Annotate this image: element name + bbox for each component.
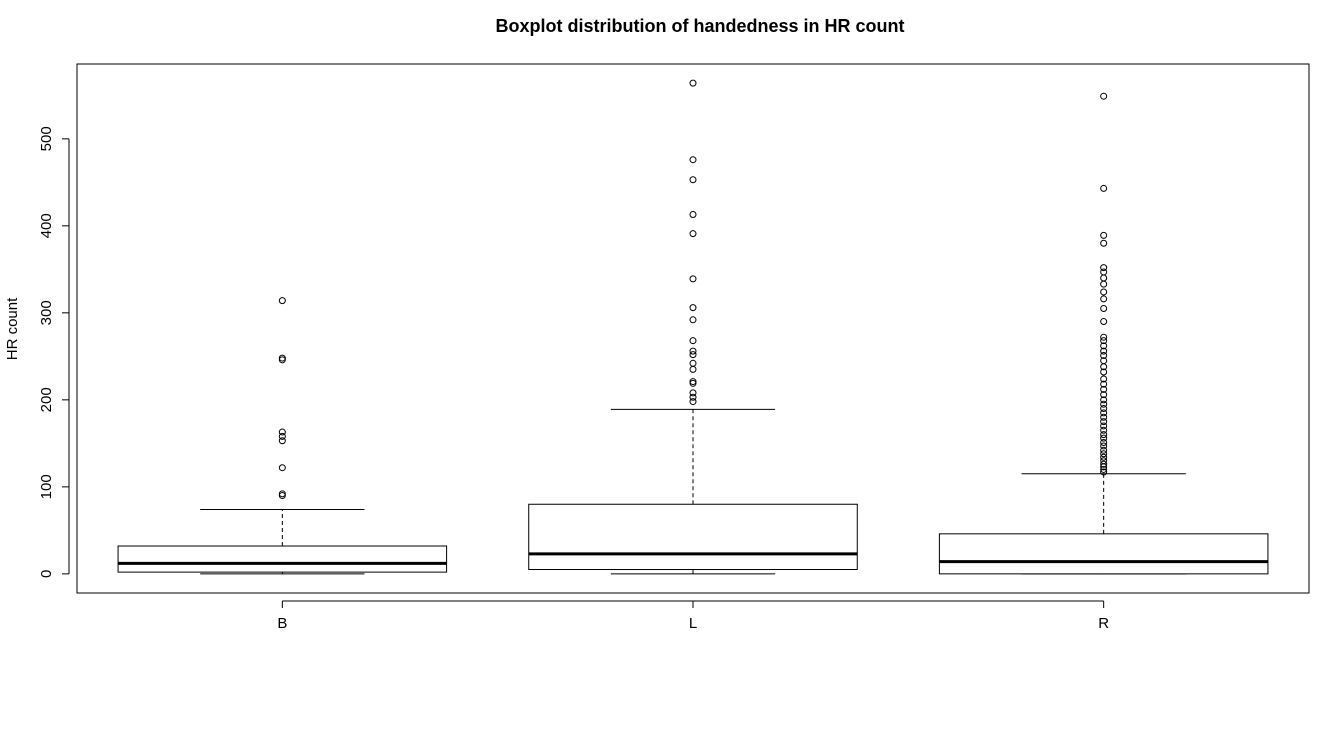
outlier-point [1100, 337, 1108, 345]
outlier-point [1100, 318, 1108, 326]
outlier-point [278, 428, 286, 436]
box-group-l [528, 79, 858, 575]
iqr-box [938, 533, 1269, 575]
outlier-point [689, 337, 697, 345]
outlier-point [1100, 231, 1108, 239]
outlier-point [1100, 391, 1108, 399]
outlier-point [1100, 438, 1108, 446]
outlier-point [1100, 405, 1108, 413]
outlier-point [278, 437, 286, 445]
outlier-point [278, 354, 286, 362]
outlier-point [1100, 304, 1108, 312]
x-tick-label-b: B [277, 615, 287, 632]
iqr-box [528, 503, 858, 571]
outlier-point [1100, 351, 1108, 359]
outlier-point [689, 393, 697, 401]
outlier-point [689, 389, 697, 397]
outlier-point [278, 464, 286, 472]
outlier-point [689, 275, 697, 283]
outlier-point [689, 347, 697, 355]
outlier-point [1100, 268, 1108, 276]
outlier-point [689, 230, 697, 238]
outlier-point [689, 351, 697, 359]
outlier-point [689, 176, 697, 184]
outlier-point [1100, 465, 1108, 473]
outlier-point [1100, 409, 1108, 417]
outlier-point [1100, 184, 1108, 192]
y-tick-label: 500 [38, 126, 55, 151]
outlier-point [1100, 274, 1108, 282]
outlier-point [1100, 418, 1108, 426]
y-tick-label: 100 [38, 474, 55, 499]
outlier-point [1100, 413, 1108, 421]
box-group-r [938, 92, 1269, 575]
outlier-point [689, 398, 697, 406]
outlier-point [1100, 396, 1108, 404]
y-axis: 0 100 200 300 400 500 [38, 126, 70, 578]
outlier-point [1100, 357, 1108, 365]
box-group-b [117, 297, 448, 575]
outlier-point [689, 156, 697, 164]
y-tick-label: 0 [38, 570, 55, 578]
outlier-point [1100, 264, 1108, 272]
outlier-point [1100, 368, 1108, 376]
boxes-group [117, 79, 1269, 575]
outlier-point [1100, 280, 1108, 288]
outlier-point [689, 365, 697, 373]
outlier-point [689, 359, 697, 367]
outlier-point [1100, 347, 1108, 355]
outlier-point [278, 432, 286, 440]
outlier-point [1100, 333, 1108, 341]
x-tick-label-r: R [1098, 615, 1109, 632]
y-tick-label: 200 [38, 387, 55, 412]
outlier-point [1100, 434, 1108, 442]
outlier-point [1100, 288, 1108, 296]
y-tick-label: 300 [38, 300, 55, 325]
outlier-point [1100, 460, 1108, 468]
outlier-point [1100, 450, 1108, 458]
outlier-point [1100, 342, 1108, 350]
outlier-point [278, 490, 286, 498]
outlier-point [1100, 239, 1108, 247]
outlier-point [689, 304, 697, 312]
outlier-point [1100, 457, 1108, 465]
iqr-box [117, 545, 448, 573]
outlier-point [689, 316, 697, 324]
outlier-point [1100, 426, 1108, 434]
outlier-point [1100, 385, 1108, 393]
outlier-point [1100, 295, 1108, 303]
outlier-point [1100, 375, 1108, 383]
outlier-point [689, 79, 697, 87]
outlier-point [1100, 442, 1108, 450]
outlier-point [1100, 468, 1108, 476]
outlier-point [1100, 380, 1108, 388]
y-axis-label: HR count [4, 297, 21, 360]
outlier-point [1100, 400, 1108, 408]
chart-title: Boxplot distribution of handedness in HR… [496, 16, 905, 36]
plot-frame [76, 63, 1310, 594]
outlier-point [1100, 92, 1108, 100]
outlier-point [278, 297, 286, 305]
outlier-point [1100, 422, 1108, 430]
outlier-point [1100, 446, 1108, 454]
x-tick-label-l: L [689, 615, 697, 632]
y-tick-label: 400 [38, 213, 55, 238]
outlier-point [1100, 453, 1108, 461]
outlier-point [1100, 431, 1108, 439]
outlier-point [689, 211, 697, 219]
outlier-point [689, 378, 697, 386]
